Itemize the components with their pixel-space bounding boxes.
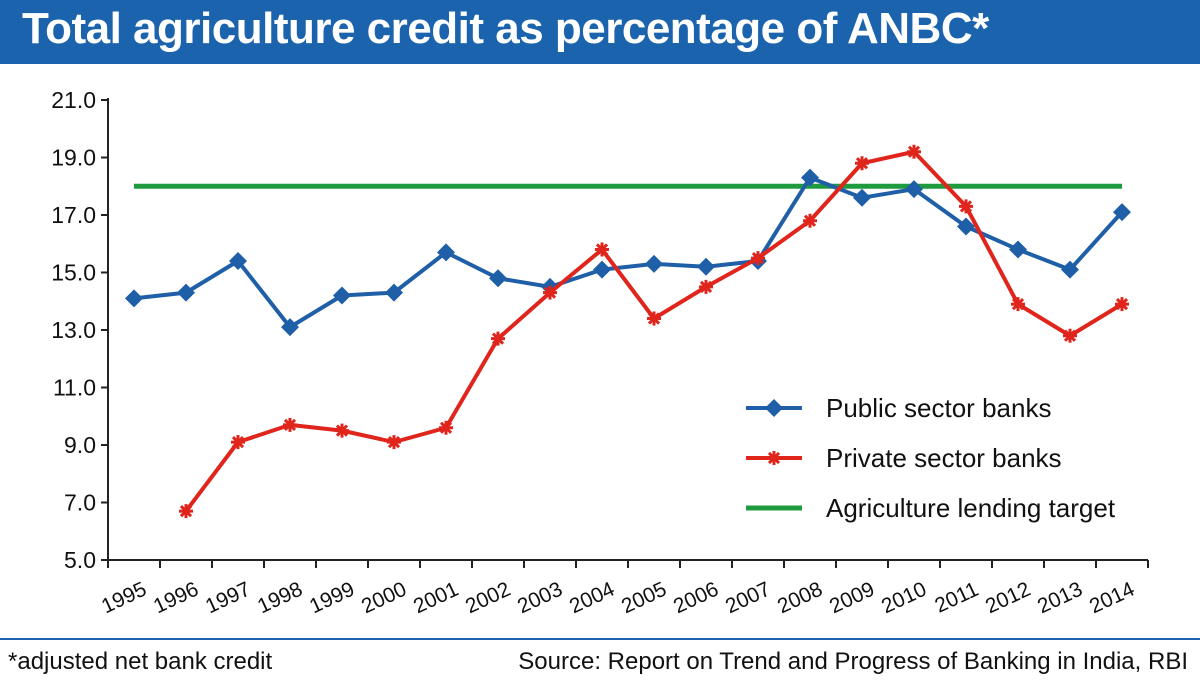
x-tick-label: 1997 [202,578,254,619]
data-point-public-2004 [593,260,611,279]
data-point-private-1999 [335,423,349,438]
chart-area: 5.0 7.0 9.0 11.0 13.0 15.0 17.0 19.0 21.0 1995 199… [0,70,1200,636]
footer: *adjusted net bank credit Source: Report… [0,638,1200,684]
data-point-public-2010 [905,180,923,199]
x-tick-label: 2001 [410,578,462,619]
footnote: *adjusted net bank credit [8,648,273,675]
data-point-private-2013 [1063,328,1077,343]
x-tick-label: 2011 [931,578,982,618]
data-point-public-2001 [437,243,455,262]
y-tick-label: 17.0 [51,202,96,228]
data-point-private-2012 [1011,297,1025,312]
x-tick-label: 2002 [462,578,514,619]
source-note: Source: Report on Trend and Progress of … [518,648,1188,675]
x-tick-label: 2007 [722,578,774,619]
y-tick-label: 21.0 [51,87,96,113]
data-point-private-1996 [179,504,193,519]
data-point-private-2011 [959,199,973,214]
x-tick-label: 2000 [358,578,410,619]
legend-label: Public sector banks [826,393,1051,423]
title-bar: Total agriculture credit as percentage o… [0,0,1200,64]
data-point-public-1999 [333,286,351,305]
x-tick-label: 2010 [878,578,930,619]
x-tick-label: 1999 [306,578,358,619]
x-tick-label: 2006 [670,578,722,619]
x-tick-label: 1995 [98,578,150,619]
data-point-public-2005 [645,254,663,273]
y-tick-label: 5.0 [64,547,96,573]
data-point-public-2008 [801,168,819,187]
chart-title: Total agriculture credit as percentage o… [22,4,989,53]
data-point-public-1996 [177,283,195,302]
y-tick-label: 15.0 [51,260,96,286]
data-point-private-2002 [491,331,505,346]
data-point-private-2004 [595,242,609,257]
x-tick-label: 2004 [566,578,618,619]
data-point-private-2014 [1115,297,1129,312]
data-point-public-1997 [229,252,247,270]
x-tick-label: 2012 [982,578,1034,619]
data-point-public-1998 [281,318,299,337]
y-tick-label: 19.0 [51,145,96,171]
x-tick-label: 1996 [150,578,202,619]
data-point-public-2000 [385,283,403,302]
data-point-private-2007 [751,251,765,266]
x-tick-label: 2008 [774,578,826,619]
data-point-public-2006 [697,257,715,276]
data-point-public-2013 [1061,260,1079,279]
data-point-public-2012 [1009,240,1027,259]
legend-label: Agriculture lending target [826,493,1116,523]
data-point-private-1997 [231,435,245,450]
y-tick-label: 9.0 [64,432,96,458]
data-point-public-2009 [853,188,871,207]
x-tick-label: 2005 [618,578,670,619]
data-point-private-1998 [283,417,297,432]
data-point-public-2014 [1113,203,1131,222]
data-point-private-2008 [803,213,817,228]
data-point-public-2011 [957,217,975,236]
x-tick-label: 2013 [1034,578,1086,619]
legend-marker-public [765,399,783,417]
x-tick-label: 2003 [514,578,566,619]
data-point-private-2003 [543,285,557,300]
data-point-private-2006 [699,279,713,294]
x-tick-label: 2014 [1086,578,1138,619]
data-point-private-2000 [387,435,401,450]
y-tick-label: 11.0 [53,375,96,401]
data-point-public-2002 [489,269,507,288]
data-point-private-2009 [855,156,869,171]
y-tick-label: 7.0 [64,490,96,516]
x-tick-label: 2009 [826,578,878,619]
legend-label: Private sector banks [826,443,1062,473]
y-tick-label: 13.0 [51,317,96,343]
series-line-public-sector-banks [133,175,1124,330]
data-point-private-2010 [907,144,921,159]
legend-marker-private [767,451,781,465]
x-tick-label: 1998 [254,578,306,619]
data-point-private-2005 [647,311,661,326]
data-point-public-1995 [125,289,143,308]
data-point-private-2001 [439,420,453,435]
